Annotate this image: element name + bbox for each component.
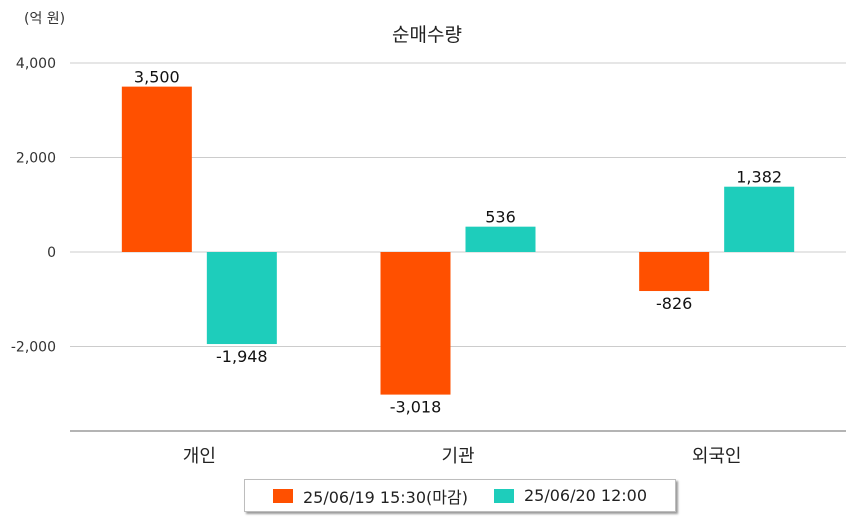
chart-title: 순매수량 — [392, 24, 462, 46]
legend-label-series-2: 25/06/20 12:00 — [523, 486, 648, 505]
y-tick-label: -2,000 — [11, 340, 56, 356]
data-label: 536 — [485, 208, 516, 227]
legend: 25/06/19 15:30(마감) 25/06/20 12:00 — [244, 479, 676, 512]
bar — [724, 186, 795, 252]
data-label: 3,500 — [134, 68, 180, 87]
bar — [206, 252, 277, 345]
legend-swatch-series-2 — [493, 488, 514, 503]
bar — [465, 226, 536, 252]
data-label: -826 — [656, 294, 692, 313]
x-tick-label: 기관 — [441, 446, 474, 467]
legend-item-series-2[interactable]: 25/06/20 12:00 — [493, 486, 648, 505]
data-label: -1,948 — [216, 347, 268, 366]
x-tick-label: 개인 — [183, 446, 216, 467]
legend-swatch-series-1 — [272, 488, 293, 503]
data-label: 1,382 — [736, 168, 782, 187]
y-tick-label: 2,000 — [16, 151, 56, 167]
bar — [121, 86, 192, 252]
y-tick-label: 4,000 — [16, 56, 56, 72]
bar — [380, 252, 451, 395]
bar — [639, 252, 710, 292]
legend-item-series-1[interactable]: 25/06/19 15:30(마감) — [272, 484, 468, 508]
unit-label: (억 원) — [24, 11, 66, 27]
data-label: -3,018 — [390, 398, 442, 417]
x-tick-label: 외국인 — [692, 446, 742, 467]
legend-label-series-1: 25/06/19 15:30(마감) — [302, 487, 468, 507]
y-tick-label: 0 — [47, 245, 56, 261]
